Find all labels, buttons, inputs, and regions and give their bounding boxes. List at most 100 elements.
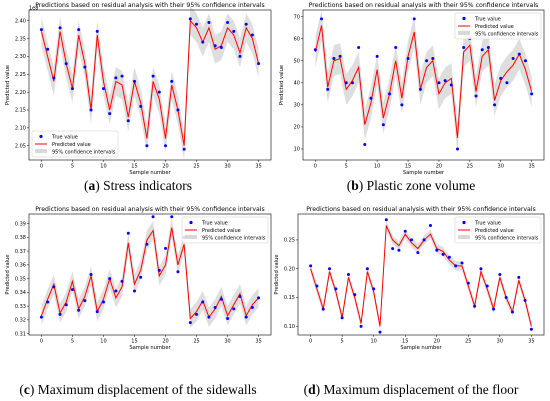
true-value-point [338,54,342,58]
true-value-point [375,54,379,58]
legend-box [454,12,542,40]
y-tick-label: 0.20 [284,266,295,272]
true-value-point [397,248,401,252]
chart-title: Predictions based on residual analysis w… [306,206,536,213]
true-value-point [384,218,388,222]
x-tick-label: 10 [374,164,380,170]
y-tick-label: 40 [294,80,300,86]
x-tick-label: 10 [371,339,377,345]
true-value-point [505,81,509,85]
legend-box [454,216,542,244]
true-value-point [388,92,392,96]
plot-frame [28,213,272,336]
true-value-point [447,255,451,259]
true-value-point [244,22,248,26]
true-value-point [517,275,521,279]
predicted-line [40,19,260,146]
true-value-point [108,112,112,116]
x-tick-label: 35 [255,339,261,345]
true-value-point [244,315,248,319]
true-value-point [328,267,332,271]
caption-d: (d) Maximum displacement of the floor [304,382,519,397]
legend-true-label: True value [51,134,78,140]
y-axis-label: Predicted value [279,65,285,105]
true-value-point [511,57,515,61]
true-value-point [226,21,230,24]
true-value-point [499,76,503,80]
true-value-point [250,306,254,309]
true-value-point [250,33,254,37]
true-value-point [334,287,338,291]
true-value-point [321,307,325,311]
panel-a: 0 5 10 15 20 25 30 35 2.05 2.10 2.15 2.20 2.25 2.30 2.… [5,2,272,176]
true-value-point [412,17,416,21]
legend-band-swatch [458,235,470,239]
true-value-point [46,300,50,304]
y-tick-label: 0.35 [15,276,26,282]
y-offset-label: 1e8 [29,6,38,12]
true-value-point [326,87,330,91]
true-value-point [422,238,426,242]
true-value-point [517,52,521,56]
true-value-point [403,229,407,233]
true-value-point [369,96,373,100]
true-value-point [219,297,223,301]
true-value-point [58,26,62,30]
true-value-point [391,247,395,251]
true-value-point [170,215,174,219]
y-tick-label: 2.20 [15,90,26,96]
x-tick-label: 15 [131,339,137,345]
legend-true-label: True value [474,16,501,22]
chart-title: Predictions based on residual analysis w… [309,2,539,9]
true-value-point [126,119,130,123]
true-value-point [132,289,136,293]
x-tick-label: 15 [402,339,408,345]
true-value-point [46,47,50,51]
true-value-point [83,299,87,303]
legend-predicted-label: Predicted value [475,228,514,234]
x-tick-label: 35 [528,339,534,345]
true-value-point [474,94,478,98]
legend-band-label: 95% confidence intervals [475,235,539,241]
x-tick-label: 20 [162,164,168,170]
true-value-point [201,40,205,44]
true-value-point [466,281,470,285]
legend-true-label: True value [201,220,228,226]
x-tick-label: 30 [497,339,503,345]
y-tick-label: 0.15 [284,295,295,301]
true-value-point [400,103,404,107]
x-tick-label: 5 [71,339,74,345]
true-value-point [238,54,242,58]
x-tick-label: 20 [162,339,168,345]
true-value-point [232,307,236,311]
true-value-point [357,46,361,49]
y-tick-label: 30 [294,103,300,109]
true-value-point [510,310,514,314]
x-tick-label: 25 [193,339,199,345]
true-value-point [394,46,398,49]
true-value-point [207,315,211,319]
y-tick-label: 2.35 [15,36,26,42]
x-tick-label: 0 [40,339,43,345]
true-value-point [462,46,466,49]
true-value-point [151,215,155,219]
x-tick-label: 5 [341,339,344,345]
x-axis-label: Sample number [129,170,171,176]
true-value-point [52,76,56,80]
true-value-point [428,224,432,228]
plot-frame [302,9,545,161]
y-tick-label: 2.05 [15,143,26,149]
x-tick-label: 15 [405,164,411,170]
true-value-point [485,284,489,288]
plot-frame [28,9,272,161]
y-tick-label: 0.37 [15,249,26,255]
true-value-point [58,312,62,316]
true-value-point [77,28,81,32]
x-tick-label: 20 [434,339,440,345]
true-value-point [473,304,477,308]
panel-b: 0 5 10 15 20 25 30 35 10 20 30 40 50 60 70 Predictions … [279,2,545,176]
x-tick-label: 20 [436,164,442,170]
true-value-point [139,104,143,108]
